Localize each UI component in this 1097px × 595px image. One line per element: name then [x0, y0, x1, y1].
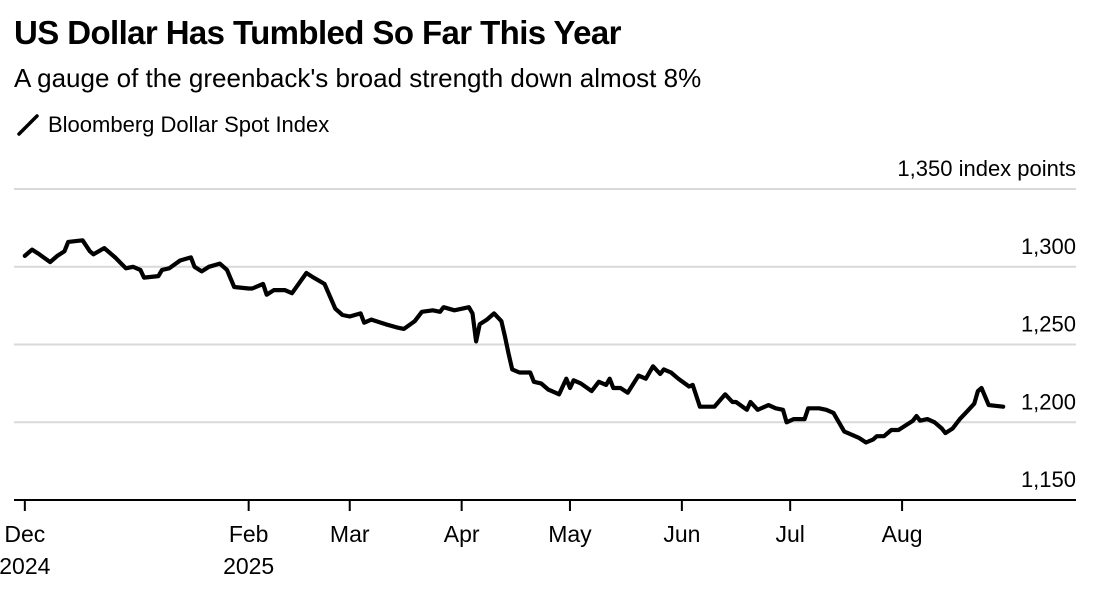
chart-subtitle: A gauge of the greenback's broad strengt…	[14, 63, 702, 93]
y-tick-label: 1,150	[1021, 467, 1076, 492]
x-tick-label: Dec	[4, 521, 45, 547]
x-tick-sublabel: 2025	[223, 553, 274, 579]
x-tick-label: Mar	[330, 521, 370, 547]
legend-label: Bloomberg Dollar Spot Index	[48, 112, 330, 137]
y-tick-label: 1,200	[1021, 389, 1076, 414]
y-tick-label: 1,300	[1021, 234, 1076, 259]
x-tick-label: Jul	[775, 521, 804, 547]
series-line-dollar-index	[22, 238, 1006, 445]
chart-title: US Dollar Has Tumbled So Far This Year	[14, 14, 621, 51]
y-tick-label: 1,350 index points	[897, 156, 1076, 181]
legend: Bloomberg Dollar Spot Index	[16, 112, 329, 138]
x-tick-label: Apr	[444, 521, 480, 547]
x-tick-sublabel: 2024	[0, 553, 51, 579]
diagonal-line-icon	[17, 114, 39, 136]
x-tick-label: Feb	[229, 521, 269, 547]
x-tick-label: Jun	[663, 521, 700, 547]
x-tick-label: May	[548, 521, 592, 547]
y-tick-label: 1,250	[1021, 312, 1076, 337]
x-tick-label: Aug	[882, 521, 923, 547]
